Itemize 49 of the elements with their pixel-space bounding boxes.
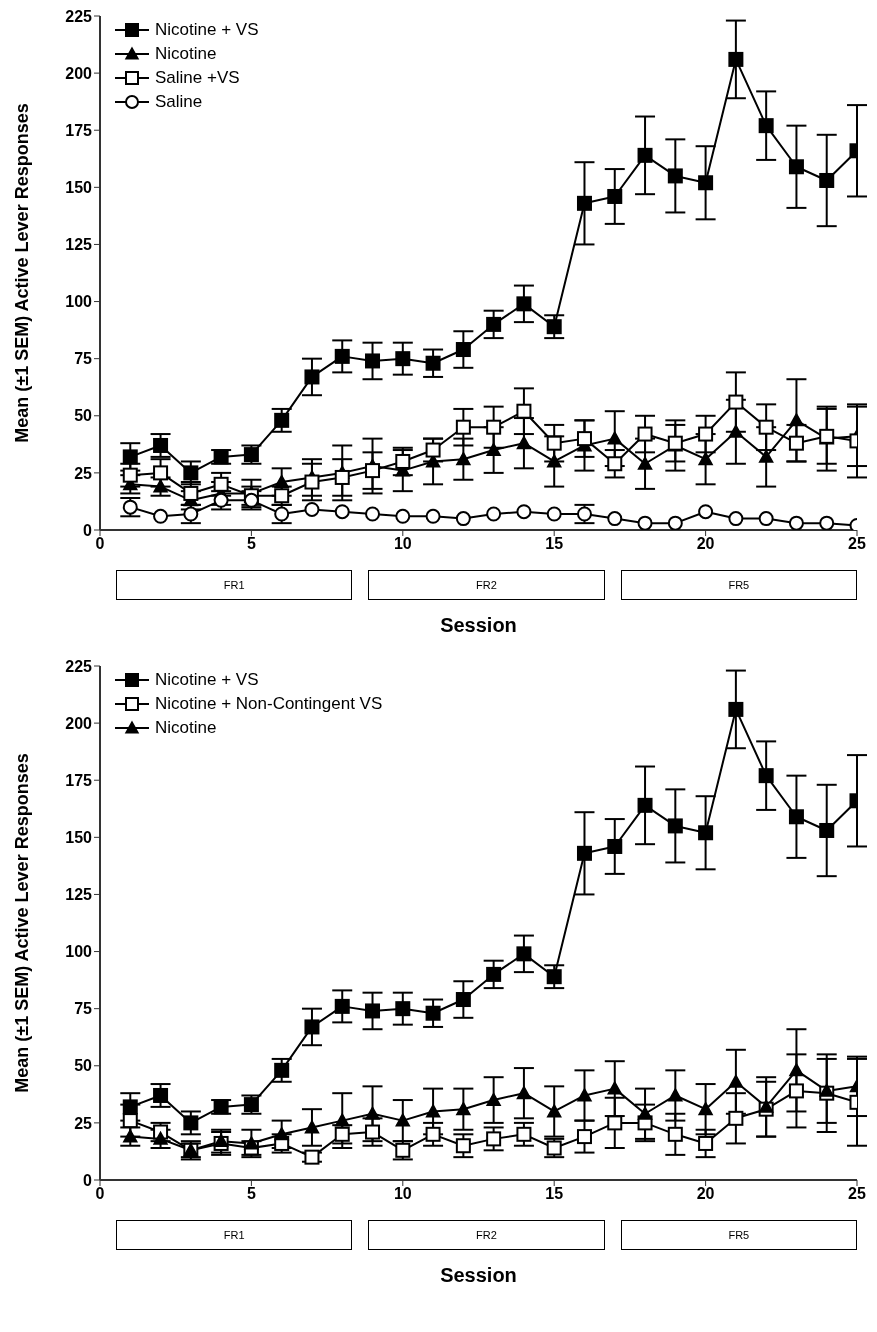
x-tick-label: 5 xyxy=(246,535,256,553)
y-tick-label: 75 xyxy=(74,350,93,368)
phase-box: FR1 xyxy=(116,570,353,600)
x-tick-label: 25 xyxy=(848,535,866,553)
x-tick-label: 0 xyxy=(95,1185,105,1203)
y-tick-label: 150 xyxy=(65,179,93,197)
legend-label: Nicotine xyxy=(155,718,217,738)
legend-label: Nicotine + Non-Contingent VS xyxy=(155,694,383,714)
legend-label: Nicotine + VS xyxy=(155,20,259,40)
phase-box: FR2 xyxy=(368,1220,605,1250)
x-tick-label: 15 xyxy=(545,535,564,553)
x-tick-label: 10 xyxy=(393,1185,412,1203)
phase-box: FR2 xyxy=(368,570,605,600)
y-axis-title: Mean (±1 SEM) Active Lever Responses xyxy=(12,753,33,1093)
x-tick-label: 10 xyxy=(393,535,412,553)
y-tick-label: 175 xyxy=(65,771,93,789)
y-tick-label: 75 xyxy=(74,1000,93,1018)
y-tick-label: 0 xyxy=(83,521,93,539)
y-tick-label: 200 xyxy=(65,714,93,732)
y-tick-label: 100 xyxy=(65,943,93,961)
legend-label: Saline +VS xyxy=(155,68,240,88)
legend-label: Nicotine + VS xyxy=(155,670,259,690)
y-tick-label: 225 xyxy=(65,7,93,25)
y-tick-label: 50 xyxy=(74,407,93,425)
y-tick-label: 125 xyxy=(65,886,93,904)
y-axis-title: Mean (±1 SEM) Active Lever Responses xyxy=(12,103,33,443)
y-tick-label: 225 xyxy=(65,657,93,675)
x-tick-label: 20 xyxy=(696,535,715,553)
y-tick-label: 175 xyxy=(65,121,93,139)
x-tick-label: 15 xyxy=(545,1185,564,1203)
x-tick-label: 0 xyxy=(95,535,105,553)
x-axis-title: Session xyxy=(439,614,518,637)
phase-box: FR5 xyxy=(620,570,857,600)
y-tick-label: 0 xyxy=(83,1171,93,1189)
y-tick-label: 50 xyxy=(74,1057,93,1075)
y-tick-label: 200 xyxy=(65,64,93,82)
legend-label: Nicotine xyxy=(155,44,217,64)
x-tick-label: 5 xyxy=(246,1185,256,1203)
y-tick-label: 25 xyxy=(74,1114,93,1132)
y-tick-label: 125 xyxy=(65,236,93,254)
x-tick-label: 25 xyxy=(848,1185,866,1203)
phase-box: FR1 xyxy=(116,1220,353,1250)
y-tick-label: 150 xyxy=(65,829,93,847)
y-tick-label: 25 xyxy=(74,464,93,482)
x-tick-label: 20 xyxy=(696,1185,715,1203)
y-tick-label: 100 xyxy=(65,293,93,311)
phase-box: FR5 xyxy=(620,1220,857,1250)
legend-label: Saline xyxy=(155,92,203,112)
x-axis-title: Session xyxy=(439,1264,518,1287)
